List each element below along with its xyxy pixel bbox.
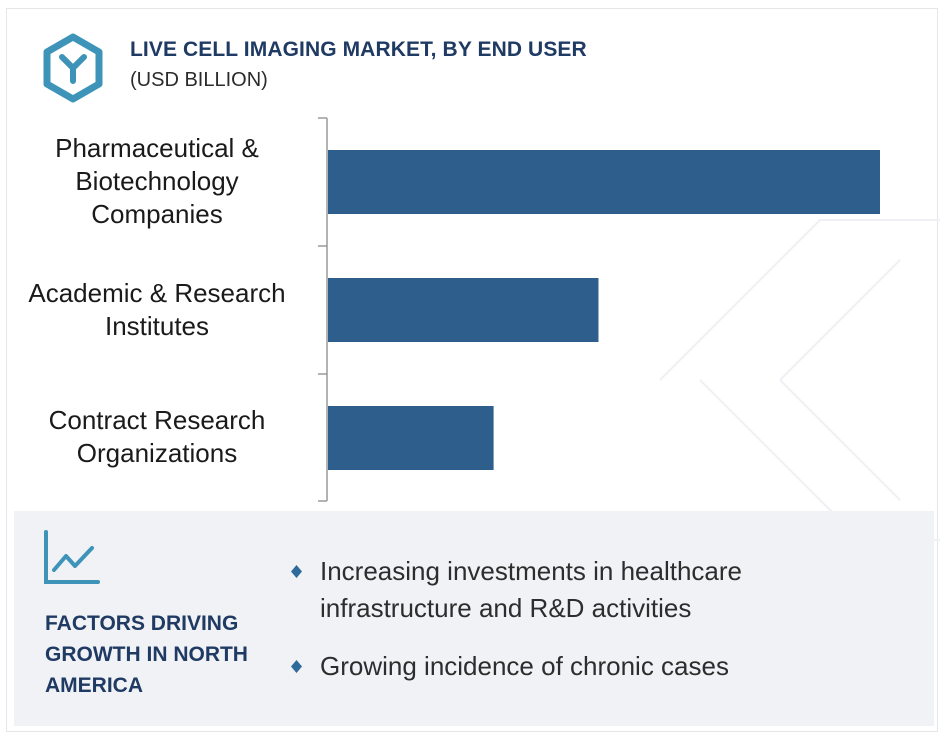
bar-cro — [328, 406, 494, 470]
diamond-bullet-icon — [291, 660, 302, 673]
category-label-cro: Contract Research Organizations — [48, 405, 266, 468]
hexagon-y-logo-icon — [43, 33, 103, 103]
factor-item-text: Increasing investments in healthcare inf… — [320, 556, 743, 623]
factor-item-text: Growing incidence of chronic cases — [320, 651, 729, 681]
bar-pharma — [328, 150, 880, 214]
factors-panel — [14, 511, 934, 726]
category-label-academic: Academic & Research Institutes — [28, 278, 286, 341]
chart-title: LIVE CELL IMAGING MARKET, BY END USER — [130, 38, 587, 61]
line-chart-icon — [44, 530, 100, 584]
category-label-pharma: Pharmaceutical & Biotechnology Companies — [55, 133, 259, 229]
chart-subtitle: (USD BILLION) — [130, 69, 268, 91]
factors-title: FACTORS DRIVING GROWTH IN NORTH AMERICA — [45, 612, 248, 697]
bar-academic — [328, 278, 599, 342]
diamond-bullet-icon — [291, 565, 302, 578]
